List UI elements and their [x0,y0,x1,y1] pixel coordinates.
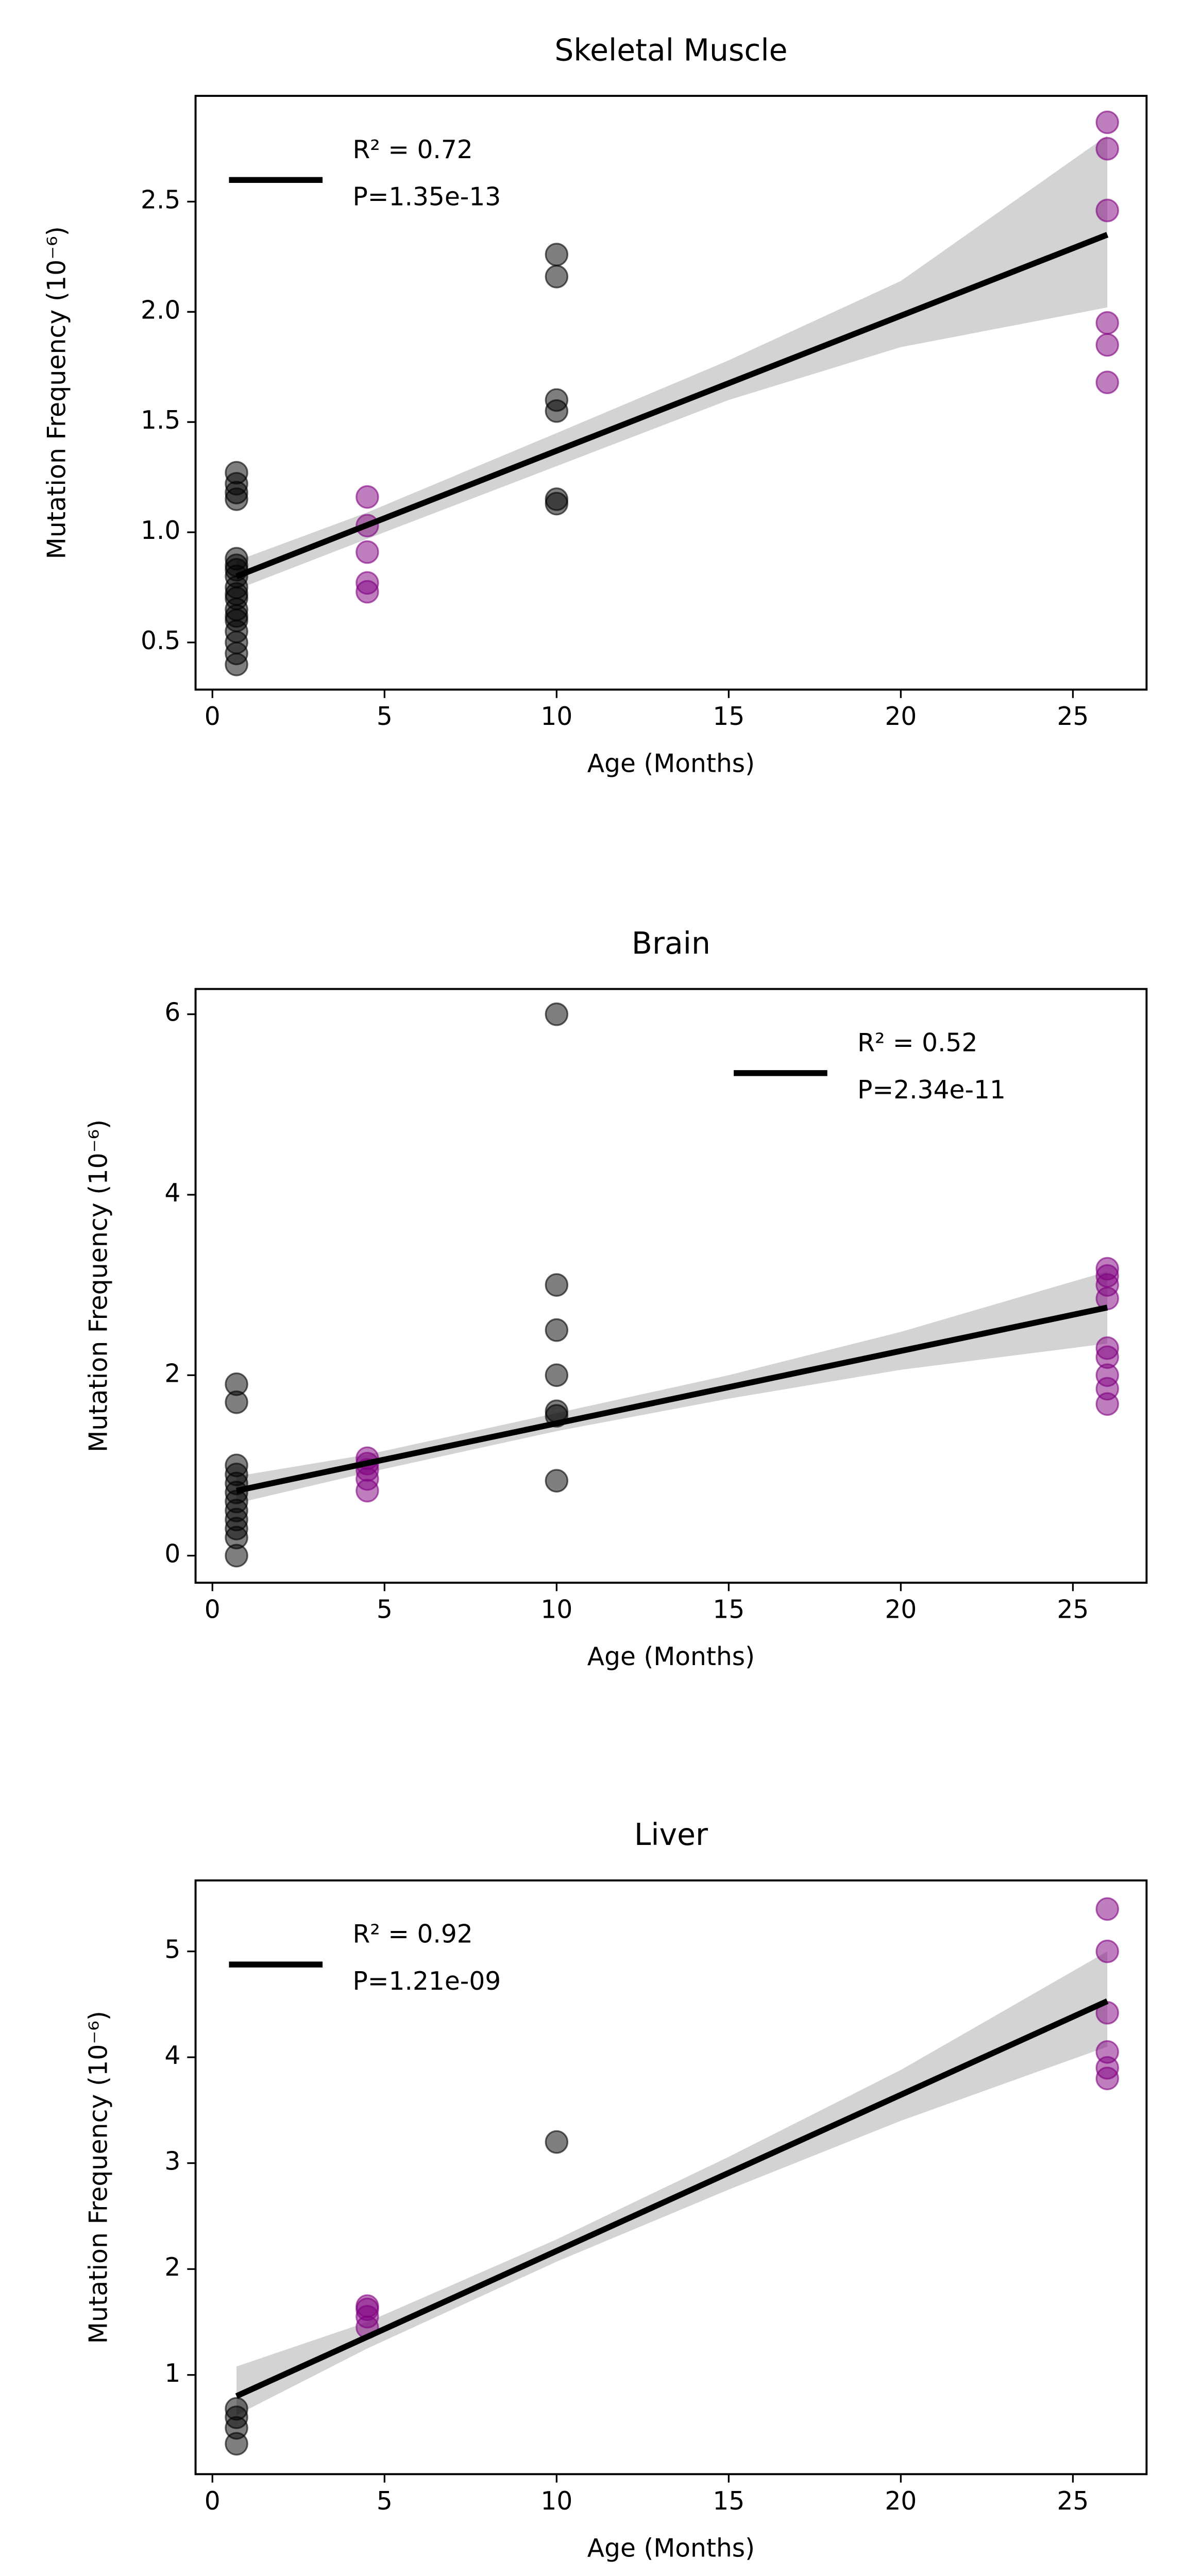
data-point [1095,370,1119,395]
fit-line [235,1304,1108,1494]
data-point [356,485,379,509]
fit-line [235,232,1109,579]
data-point [356,2294,379,2318]
plot-frame [194,95,1148,691]
y-tick-label: 4 [164,1178,180,1208]
plot-frame [194,1879,1148,2476]
x-axis-label: Age (Months) [587,749,755,778]
x-tick-label: 10 [540,702,572,731]
y-axis-label: Mutation Frequency (10⁻⁶) [84,2011,113,2344]
y-tick-label: 5 [164,1935,180,1964]
legend-text: P=1.35e-13 [352,182,501,211]
x-tick-label: 0 [205,1595,221,1624]
x-tick-label: 5 [377,702,393,731]
x-tick-label: 5 [377,2486,393,2516]
x-tick-label: 25 [1057,2486,1089,2516]
data-point [1095,2040,1119,2064]
data-point [545,1318,569,1342]
data-point [225,1453,248,1478]
x-tick-label: 0 [205,702,221,731]
x-tick-label: 10 [540,1595,572,1624]
y-tick-label: 2 [164,1359,180,1388]
legend-text: R² = 0.52 [857,1028,977,1057]
x-tick-label: 15 [713,2486,744,2516]
y-tick-label: 4 [164,2041,180,2070]
legend-text: P=2.34e-11 [857,1075,1006,1105]
data-point [545,1273,569,1297]
data-point [1095,311,1119,335]
chart-title: Liver [634,1817,708,1852]
x-tick-label: 15 [713,702,744,731]
data-point [1095,333,1119,357]
legend-text: P=1.21e-09 [352,1967,501,1996]
y-axis-label: Mutation Frequency (10⁻⁶) [84,1120,113,1452]
y-tick-label: 6 [164,998,180,1027]
x-axis-label: Age (Months) [587,1642,755,1671]
data-point [356,540,379,564]
data-point [545,1002,569,1026]
y-tick-label: 1.5 [141,405,180,435]
x-tick-label: 25 [1057,702,1089,731]
y-tick-label: 1.0 [141,516,180,545]
x-tick-label: 5 [377,1595,393,1624]
confidence-band [236,1951,1108,2415]
x-tick-label: 20 [885,1595,917,1624]
x-tick-label: 20 [885,2486,917,2516]
data-point [225,461,248,485]
fit-line [235,1998,1109,2399]
y-tick-label: 1 [164,2359,180,2388]
data-point [1095,1897,1119,1921]
x-tick-label: 0 [205,2486,221,2516]
plot-frame [194,988,1148,1584]
y-tick-label: 0 [164,1539,180,1568]
data-point [545,1469,569,1493]
data-point [545,243,569,266]
data-point [545,265,569,289]
data-point [1095,1336,1119,1360]
data-point [545,2130,569,2154]
x-tick-label: 15 [713,1595,744,1624]
legend-text: R² = 0.92 [352,1920,472,1949]
x-tick-label: 25 [1057,1595,1089,1624]
y-tick-label: 3 [164,2147,180,2176]
legend-text: R² = 0.72 [352,135,472,164]
data-point [1095,1939,1119,1963]
data-point [225,1372,248,1396]
chart-title: Skeletal Muscle [554,32,787,67]
data-point [225,2397,248,2421]
data-point [1095,1257,1119,1281]
data-point [545,1363,569,1387]
data-point [225,547,248,571]
y-tick-label: 0.5 [141,626,180,655]
confidence-band [236,135,1108,590]
x-tick-label: 20 [885,702,917,731]
chart-title: Brain [632,926,710,961]
data-point [545,487,569,511]
y-tick-label: 2.5 [141,185,180,214]
data-point [545,388,569,412]
data-point [1095,137,1119,161]
y-axis-label: Mutation Frequency (10⁻⁶) [42,226,72,559]
data-point [356,571,379,595]
y-tick-label: 2 [164,2252,180,2282]
data-point [1095,198,1119,223]
x-tick-label: 10 [540,2486,572,2516]
y-tick-label: 2.0 [141,295,180,325]
x-axis-label: Age (Months) [587,2533,755,2563]
data-point [1095,110,1119,134]
